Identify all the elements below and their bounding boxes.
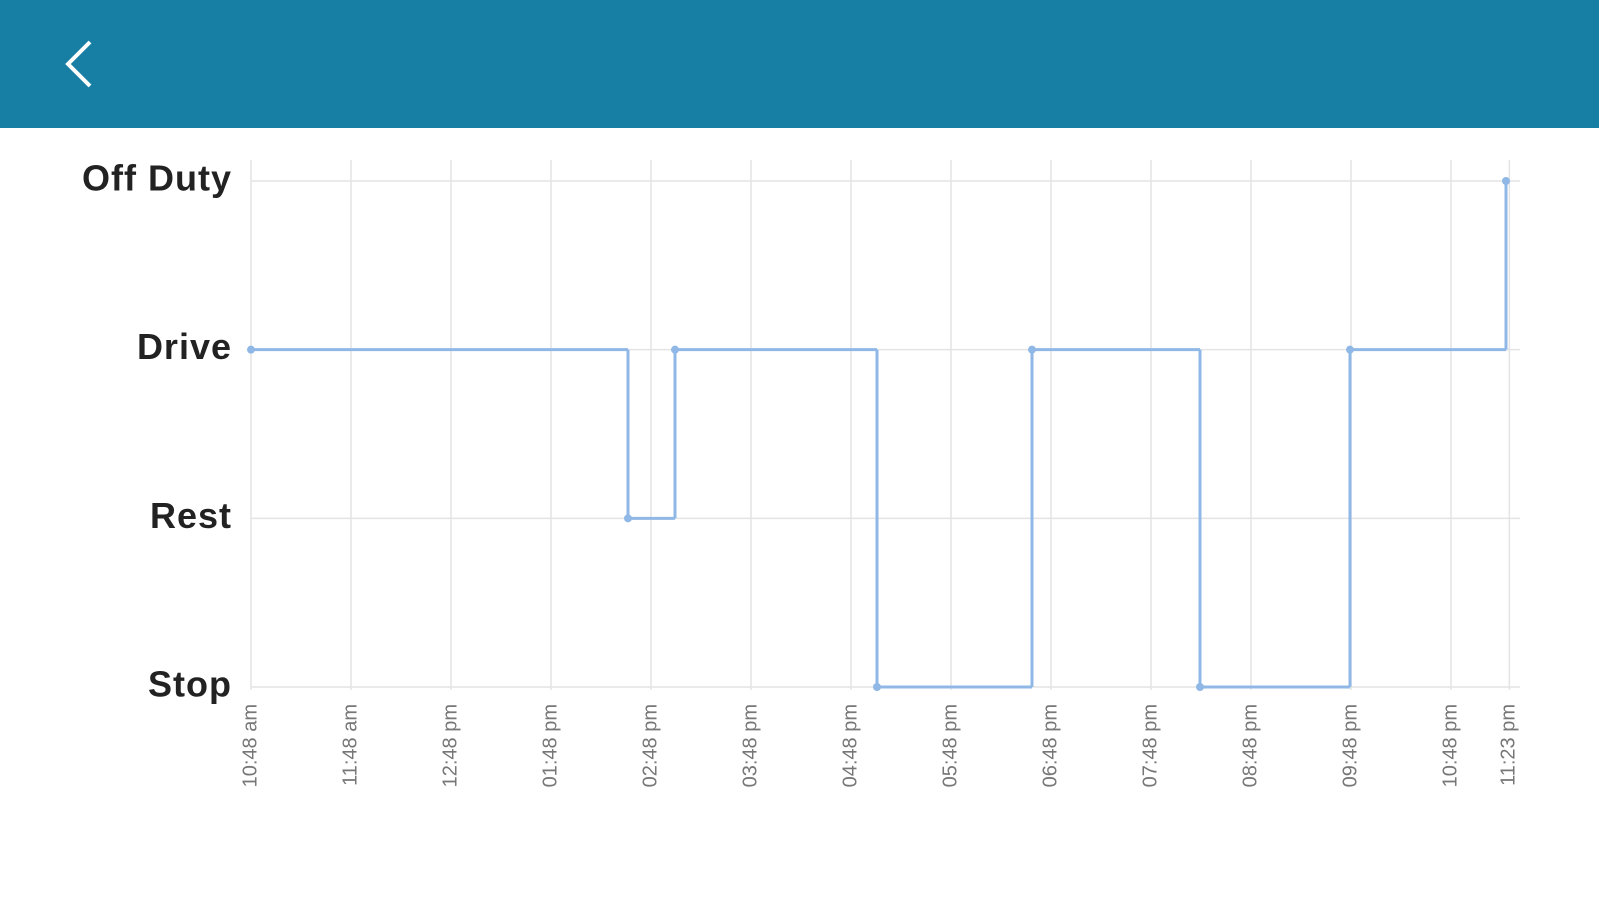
- x-tick-label: 01:48 pm: [539, 704, 561, 787]
- x-tick-label: 08:48 pm: [1239, 704, 1261, 787]
- back-icon: [65, 40, 92, 88]
- y-tick-label: Drive: [137, 326, 232, 367]
- x-tick-label: 12:48 pm: [439, 704, 461, 787]
- x-tick-label: 11:48 am: [339, 704, 361, 786]
- point: [1196, 683, 1204, 691]
- point: [671, 345, 679, 354]
- y-tick-label: Stop: [148, 664, 232, 705]
- y-tick-label: Rest: [150, 495, 232, 536]
- y-tick-label: Off Duty: [82, 158, 232, 199]
- x-tick-label: 04:48 pm: [839, 704, 861, 787]
- point: [1346, 345, 1354, 354]
- back-button[interactable]: [52, 34, 112, 94]
- x-tick-label: 11:23 pm: [1498, 704, 1520, 786]
- x-tick-label: 05:48 pm: [939, 704, 961, 787]
- x-tick-label: 10:48 pm: [1439, 704, 1461, 787]
- x-tick-label: 02:48 pm: [639, 704, 661, 787]
- point: [1502, 177, 1510, 185]
- point: [624, 514, 632, 523]
- x-tick-label: 10:48 am: [239, 704, 261, 787]
- point: [1028, 345, 1036, 354]
- x-tick-label: 09:48 pm: [1339, 704, 1361, 787]
- app-bar: [0, 0, 1599, 128]
- x-tick-label: 03:48 pm: [739, 704, 761, 787]
- x-tick-label: 07:48 pm: [1139, 704, 1161, 787]
- point: [873, 683, 881, 691]
- x-tick-label: 06:48 pm: [1039, 704, 1061, 787]
- point: [247, 345, 255, 354]
